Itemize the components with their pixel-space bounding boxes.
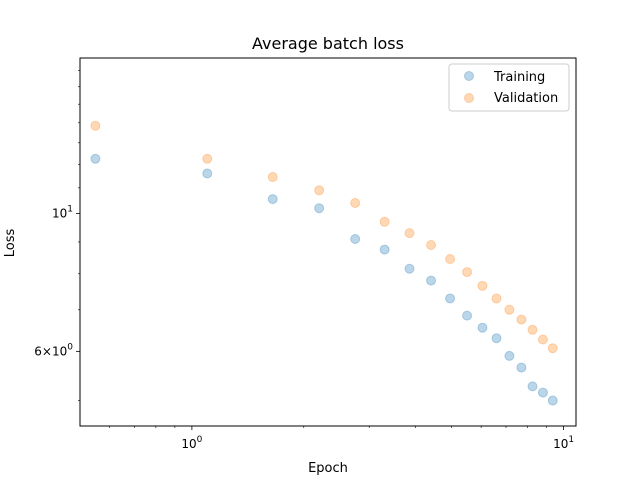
training-point xyxy=(90,153,101,164)
data-points xyxy=(90,120,558,406)
y-axis-label: Loss xyxy=(3,229,18,258)
training-point xyxy=(516,362,527,373)
training-point xyxy=(504,350,515,361)
validation-point xyxy=(202,153,213,164)
training-point xyxy=(491,333,502,344)
validation-point xyxy=(379,216,390,227)
validation-point xyxy=(314,185,325,196)
y-tick-label: 6×100 xyxy=(34,342,73,358)
legend-label-validation: Validation xyxy=(494,91,558,106)
training-point xyxy=(426,275,437,286)
axes-frame xyxy=(79,57,577,427)
plot-area xyxy=(80,58,576,426)
validation-point xyxy=(90,120,101,131)
training-point xyxy=(202,168,213,179)
validation-point xyxy=(491,293,502,304)
validation-point xyxy=(267,172,278,183)
chart-title: Average batch loss xyxy=(252,34,404,53)
validation-point xyxy=(445,254,456,264)
validation-point xyxy=(477,280,488,291)
validation-point xyxy=(504,304,515,315)
validation-point xyxy=(537,334,548,345)
legend-marker-validation xyxy=(464,93,474,103)
validation-point xyxy=(547,343,558,354)
training-point xyxy=(462,310,473,321)
x-axis-label: Epoch xyxy=(308,461,348,476)
validation-point xyxy=(350,197,361,208)
training-point xyxy=(527,381,538,392)
training-point xyxy=(477,322,488,333)
training-point xyxy=(314,203,325,214)
training-point xyxy=(267,194,278,205)
series-training xyxy=(90,153,558,406)
training-point xyxy=(445,293,456,304)
validation-point xyxy=(516,314,527,325)
validation-point xyxy=(404,228,415,239)
training-point xyxy=(379,244,390,255)
validation-point xyxy=(462,267,473,278)
validation-point xyxy=(426,240,437,250)
training-point xyxy=(404,263,415,274)
legend-label-training: Training xyxy=(493,70,545,85)
validation-point xyxy=(527,324,538,335)
legend-box xyxy=(448,63,570,112)
training-point xyxy=(350,234,361,244)
series-validation xyxy=(90,120,558,354)
legend: Training Validation xyxy=(448,63,570,112)
training-point xyxy=(537,387,548,398)
training-point xyxy=(547,395,558,406)
legend-marker-training xyxy=(464,71,474,81)
